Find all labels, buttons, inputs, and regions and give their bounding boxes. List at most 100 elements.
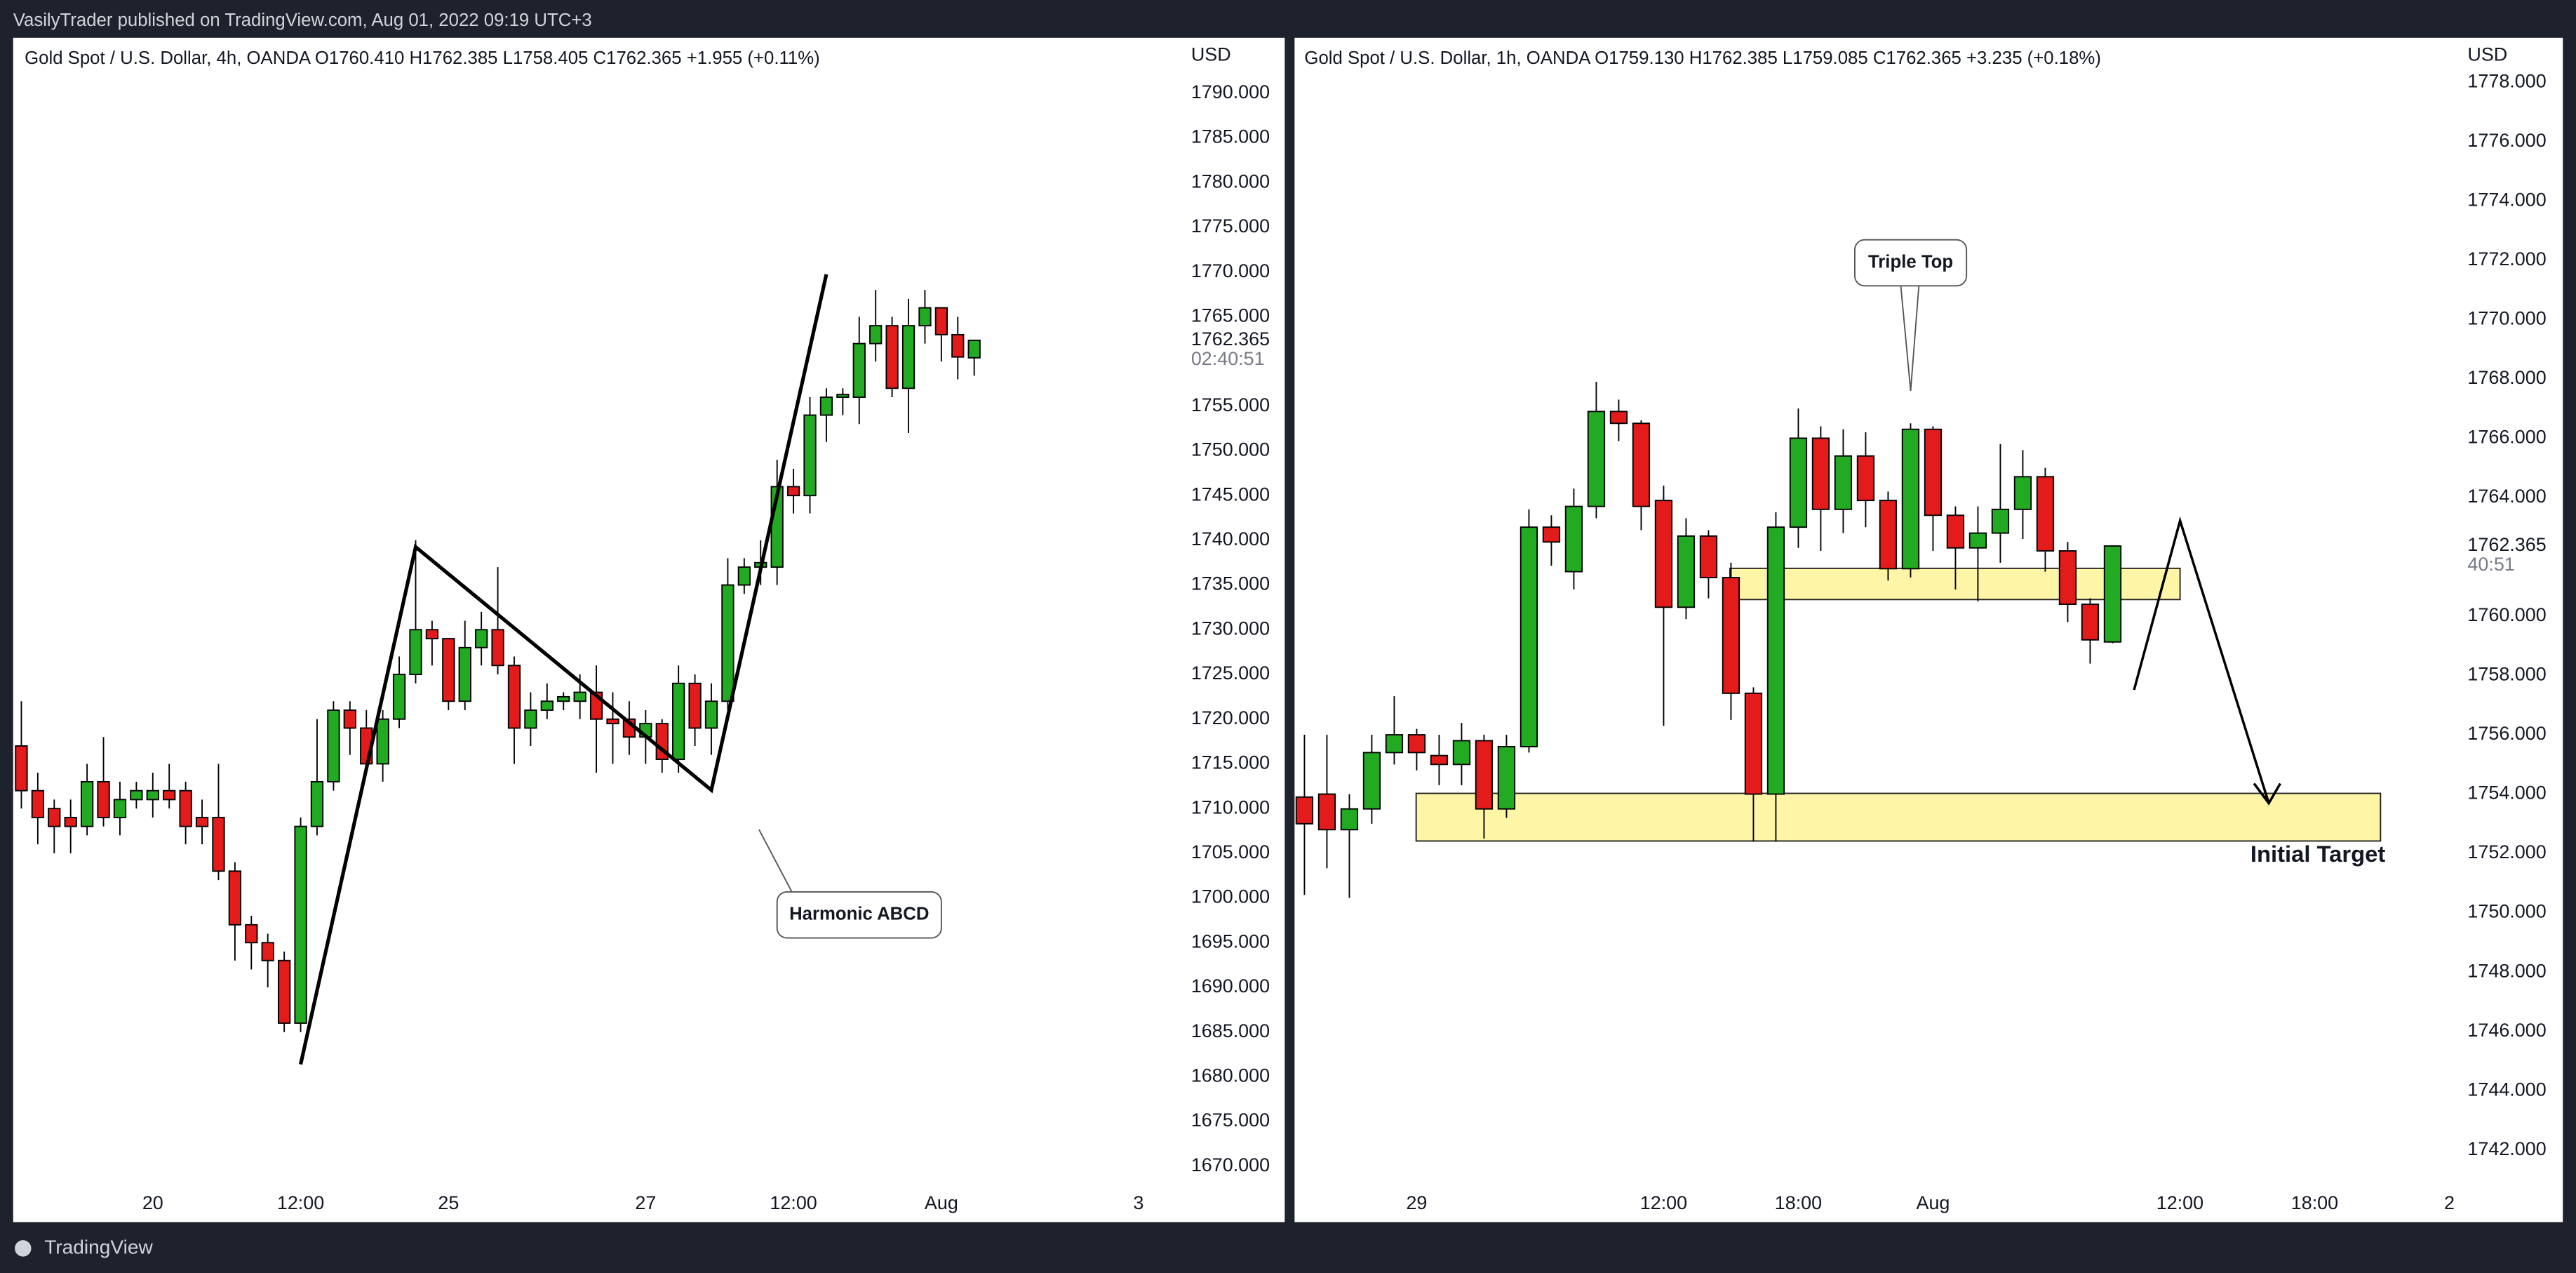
y-tick-label: 1690.000: [1191, 975, 1270, 997]
x-tick-label: 12:00: [1640, 1192, 1687, 1213]
candle-body: [278, 959, 291, 1024]
y-tick-label: 1685.000: [1191, 1020, 1270, 1041]
candle-body: [918, 307, 932, 327]
candle-body: [1766, 526, 1785, 795]
candle-body: [507, 665, 521, 729]
candle-body: [48, 808, 61, 827]
y-tick-label: 1720.000: [1191, 707, 1270, 728]
candle-body: [934, 307, 948, 335]
candle-body: [163, 789, 176, 801]
x-tick-label: 12:00: [770, 1192, 817, 1213]
y-tick-label: 1750.000: [1191, 439, 1270, 460]
x-tick-label: 2: [2444, 1192, 2455, 1213]
candle-body: [951, 333, 965, 358]
y-tick-label: 1780.000: [1191, 171, 1270, 192]
callout-text: Triple Top: [1868, 252, 1953, 272]
candle-body: [179, 789, 192, 827]
candle-body: [557, 695, 570, 702]
candle-body: [261, 942, 274, 961]
candle-body: [442, 638, 455, 702]
callout-text: Harmonic ABCD: [789, 905, 929, 924]
candle-body: [1991, 508, 2010, 534]
candle-body: [1587, 411, 1606, 507]
x-tick-label: 3: [1133, 1192, 1143, 1213]
x-tick-label: 18:00: [1775, 1192, 1822, 1213]
y-tick-label: 1790.000: [1191, 81, 1270, 102]
x-tick-label: Aug: [925, 1192, 958, 1213]
candle-body: [1542, 526, 1561, 543]
y-tick-label: 1730.000: [1191, 618, 1270, 639]
candle-body: [885, 325, 899, 389]
candle-body: [425, 629, 439, 639]
currency: USD: [1191, 44, 1231, 65]
y-tick-label: 1774.000: [2467, 189, 2546, 210]
candle-body: [737, 566, 751, 586]
candle-body: [1475, 740, 1494, 810]
y-tick-label: 1752.000: [2467, 841, 2546, 862]
candle-body: [31, 789, 44, 818]
y-tick-label: 1758.000: [2467, 664, 2546, 685]
y-tick-label: 1755.000: [1191, 394, 1270, 415]
candle-body: [786, 486, 800, 497]
candle-body: [195, 816, 209, 827]
abcd-pattern: [299, 274, 829, 1065]
candle-body: [113, 799, 127, 818]
last-price-label: 1762.365: [1191, 328, 1270, 349]
candle-body: [540, 700, 554, 711]
candle-body: [1699, 535, 1718, 578]
y-tick-label: 1735.000: [1191, 573, 1270, 594]
candle-body: [458, 646, 471, 702]
candle-body: [343, 709, 356, 729]
y-tick-label: 1770.000: [2467, 307, 2546, 328]
candle-body: [310, 780, 324, 827]
chart-legend: Gold Spot / U.S. Dollar, 1h, OANDA O1759…: [1304, 48, 2100, 68]
y-tick-label: 1710.000: [1191, 797, 1270, 818]
y-tick-label: 1772.000: [2467, 248, 2546, 269]
projection-path: [2133, 516, 2270, 804]
countdown: 02:40:51: [1191, 348, 1265, 369]
candle-body: [1744, 692, 1763, 795]
candle-body: [491, 629, 504, 667]
y-tick-label: 1680.000: [1191, 1065, 1270, 1086]
target-label: Initial Target: [2250, 841, 2386, 867]
candle-body: [15, 745, 28, 792]
target-zone: [1415, 792, 2382, 842]
y-tick-label: 1756.000: [2467, 723, 2546, 744]
candle-body: [1497, 746, 1516, 810]
candle-body: [1385, 734, 1404, 754]
candle-body: [2036, 476, 2055, 552]
y-tick-label: 1744.000: [2467, 1079, 2546, 1100]
y-tick-label: 1740.000: [1191, 528, 1270, 549]
candle-body: [1946, 514, 1965, 549]
candle-body: [2103, 545, 2122, 643]
candle-body: [97, 780, 110, 818]
candle-body: [392, 674, 406, 720]
candle-body: [2013, 476, 2032, 510]
y-tick-label: 1775.000: [1191, 215, 1270, 236]
candle-body: [130, 789, 143, 801]
y-tick-label: 1766.000: [2467, 427, 2546, 448]
candle-body: [901, 325, 915, 389]
candle-body: [2081, 604, 2100, 641]
candle-body: [1430, 754, 1449, 766]
candle-body: [688, 682, 702, 729]
y-tick-label: 1675.000: [1191, 1109, 1270, 1131]
candle-body: [376, 718, 389, 765]
y-tick-label: 1715.000: [1191, 752, 1270, 773]
candle-body: [245, 924, 258, 944]
callout-pointer: [758, 829, 793, 893]
chart-legend: Gold Spot / U.S. Dollar, 4h, OANDA O1760…: [25, 48, 820, 68]
candle-body: [146, 789, 159, 801]
y-tick-label: 1776.000: [2467, 130, 2546, 151]
y-tick-label: 1764.000: [2467, 486, 2546, 507]
y-tick-label: 1705.000: [1191, 841, 1270, 862]
y-tick-label: 1695.000: [1191, 931, 1270, 952]
x-tick-label: Aug: [1917, 1192, 1950, 1213]
last-price-label: 1762.365: [2467, 534, 2546, 555]
brand: TradingView: [44, 1236, 153, 1258]
candle-body: [803, 414, 817, 497]
candle-body: [1856, 455, 1875, 502]
y-tick-label: 1748.000: [2467, 960, 2546, 981]
candle-body: [64, 816, 77, 827]
